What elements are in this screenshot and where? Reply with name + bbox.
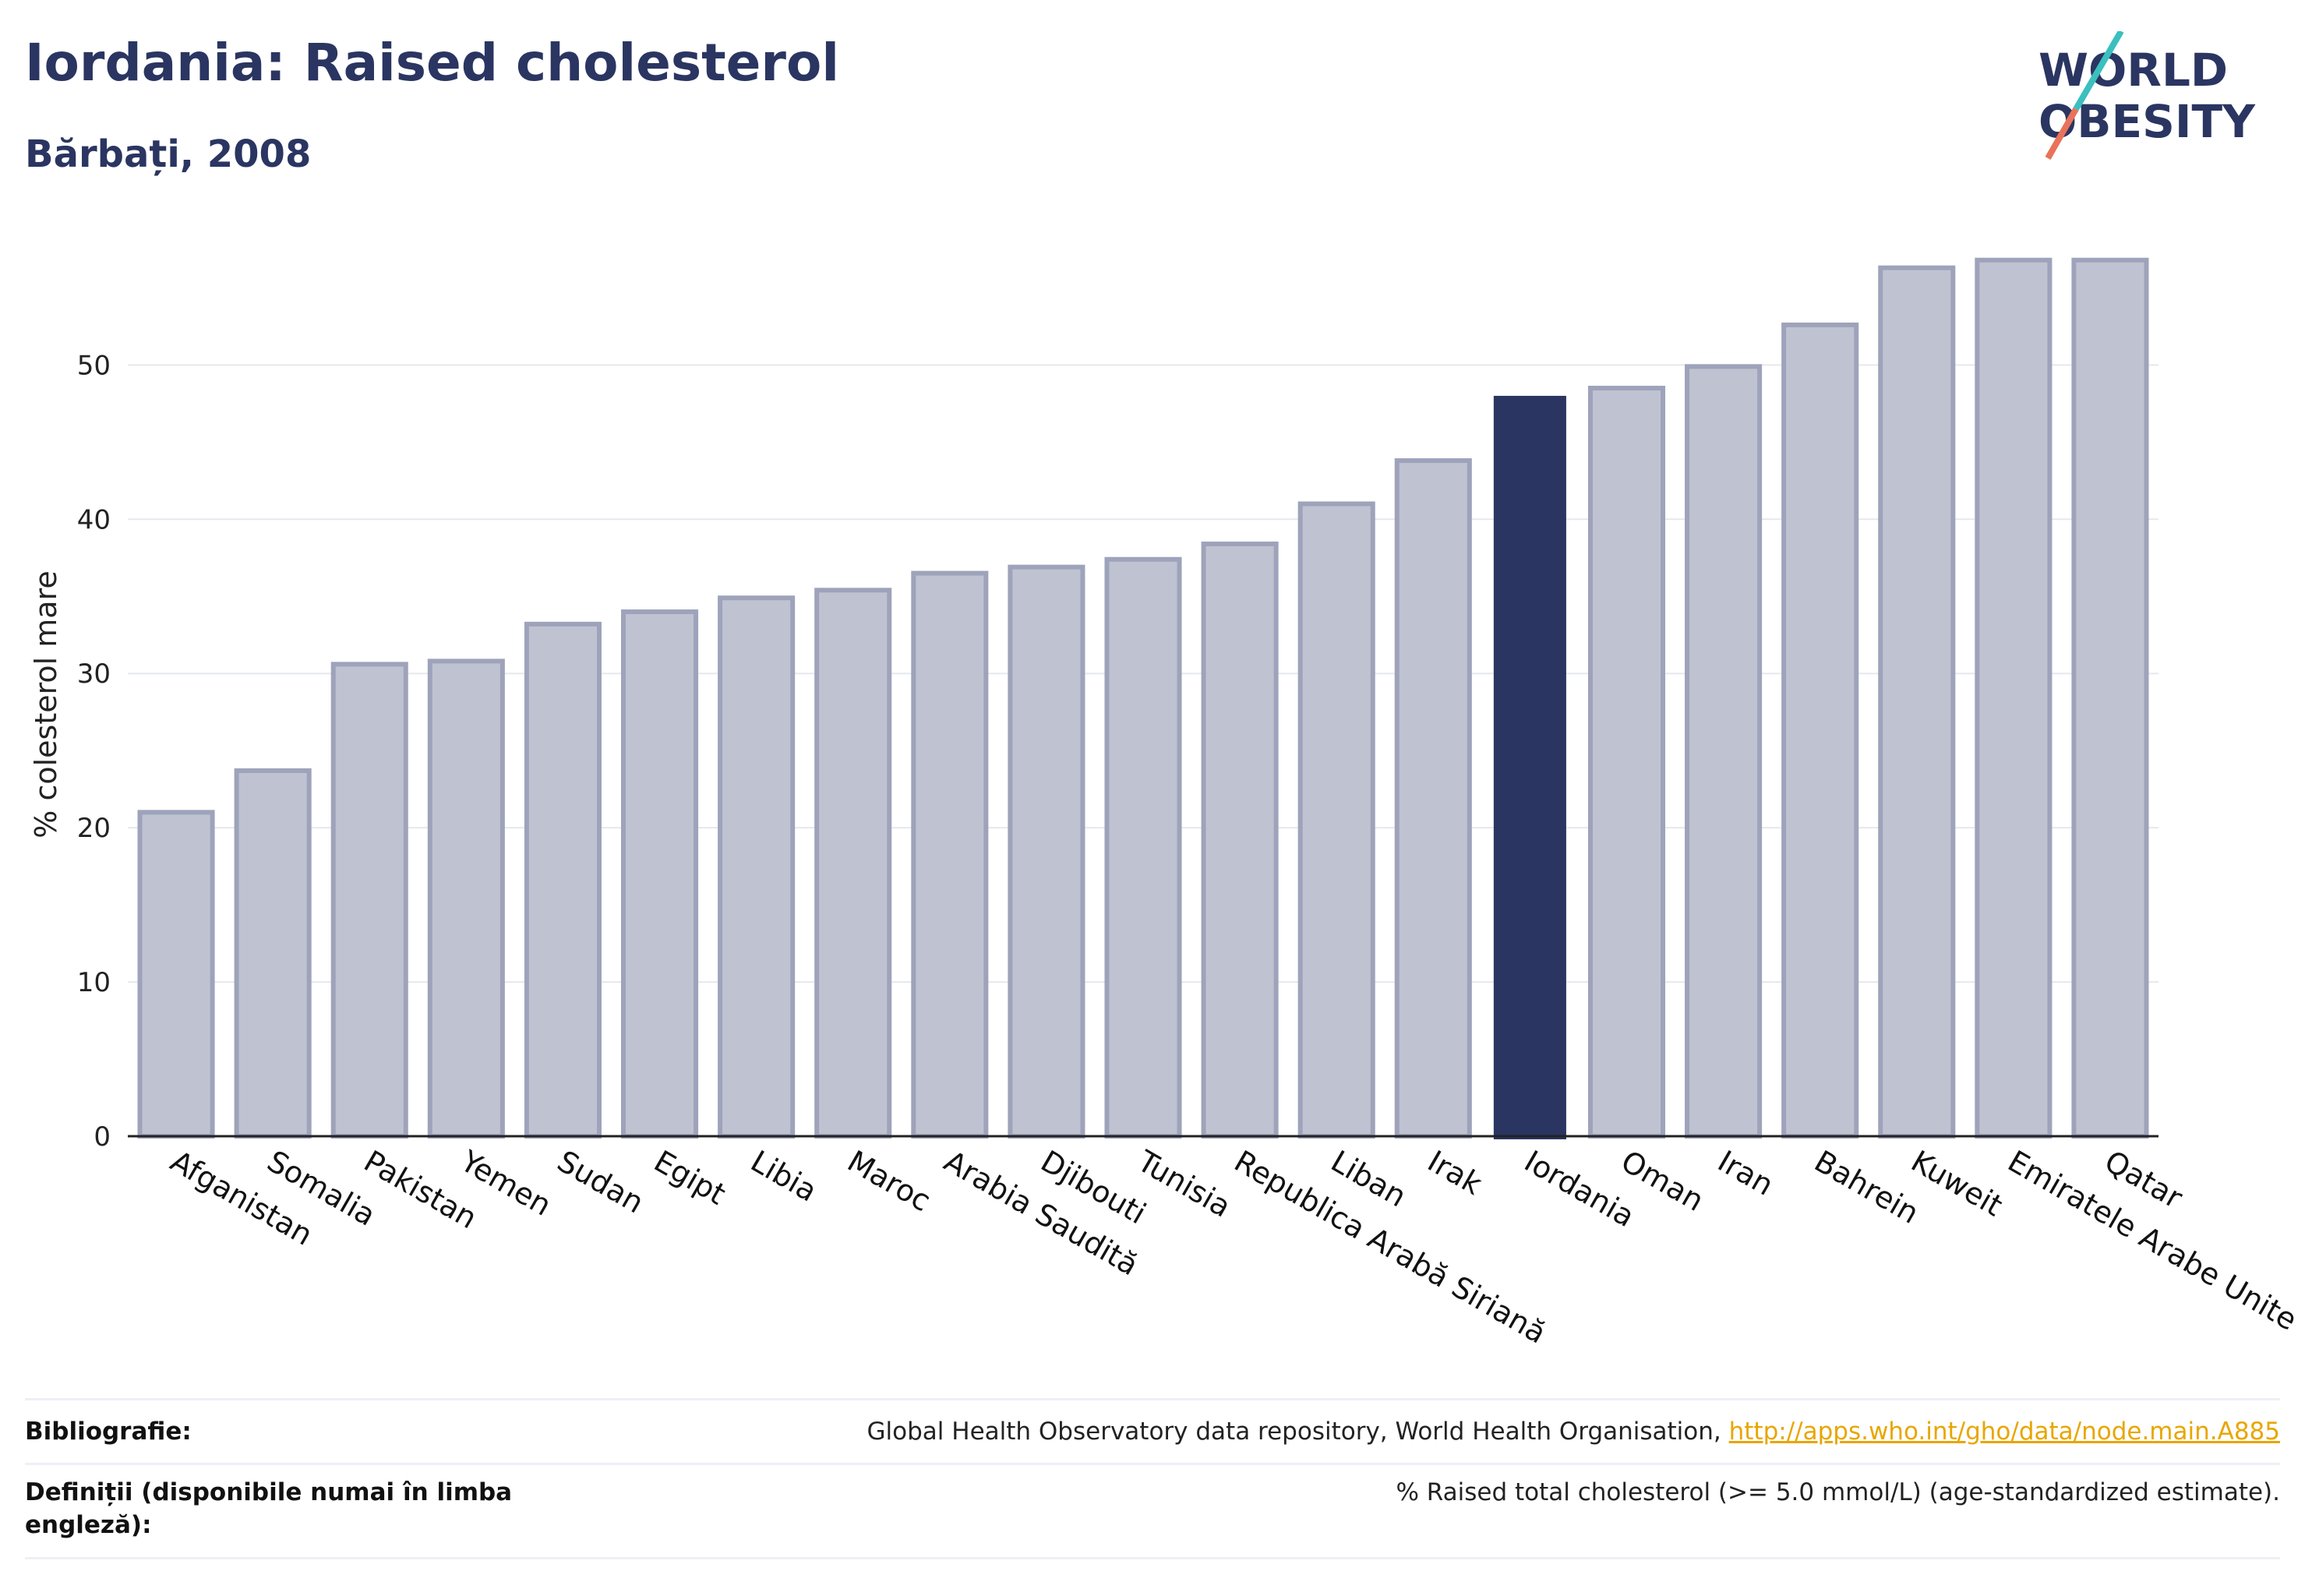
bibliography-label: Bibliografie:: [25, 1418, 192, 1446]
footer-table: Bibliografie: Global Health Observatory …: [25, 1398, 2280, 1559]
footer-row-bibliography: Bibliografie: Global Health Observatory …: [25, 1398, 2280, 1463]
x-tick-label: Maroc: [842, 1144, 937, 1219]
x-tick-label: Bahrein: [1809, 1144, 1925, 1231]
bar-irak: [1394, 458, 1472, 1139]
bar-sudan: [524, 621, 602, 1139]
y-tick-label: 50: [77, 350, 111, 381]
logo-coral-stroke: [2045, 108, 2079, 160]
page-title: Iordania: Raised cholesterol: [25, 33, 839, 93]
x-tick-label: Iran: [1712, 1144, 1779, 1202]
bibliography-value: Global Health Observatory data repositor…: [867, 1415, 2280, 1448]
logo-line1: WORLD: [2038, 44, 2228, 97]
logo-line2: OBESITY: [2038, 95, 2256, 148]
x-tick-label: Kuweit: [1905, 1144, 2008, 1223]
x-tick-label: Sudan: [552, 1144, 650, 1220]
y-tick-label: 10: [77, 967, 111, 998]
bar-yemen: [427, 659, 505, 1139]
bar-egipt: [620, 609, 699, 1139]
bar-maroc: [814, 588, 892, 1139]
bar-bahrein: [1781, 322, 1859, 1139]
y-tick-label: 40: [77, 504, 111, 535]
bar-republica-arab-sirian-: [1201, 541, 1279, 1139]
bar-arabia-saudit-: [911, 570, 989, 1139]
logo-teal-stroke: [2073, 31, 2124, 111]
y-axis-label: % colesterol mare: [29, 570, 63, 838]
x-tick-label: Libia: [745, 1144, 823, 1209]
x-tick-label: Iordania: [1519, 1144, 1640, 1234]
bar-iran: [1685, 364, 1763, 1139]
bar-djibouti: [1008, 564, 1085, 1139]
y-tick-label: 0: [94, 1121, 111, 1153]
definitions-label: Definiții (disponibile numai în limba en…: [25, 1478, 513, 1539]
world-obesity-logo: WORLD OBESITY: [2038, 31, 2256, 160]
page-subtitle: Bărbați, 2008: [25, 132, 312, 176]
x-tick-label: Irak: [1422, 1144, 1488, 1202]
bar-qatar: [2071, 257, 2149, 1139]
y-tick-label: 20: [77, 813, 111, 844]
footer-row-definitions: Definiții (disponibile numai în limba en…: [25, 1463, 2280, 1559]
bar-iordania: [1493, 395, 1566, 1139]
x-tick-label: Tunisia: [1131, 1143, 1237, 1224]
bar-liban: [1297, 501, 1375, 1139]
x-tick-label: Egipt: [648, 1144, 732, 1212]
bar-somalia: [234, 768, 312, 1139]
bar-kuweit: [1878, 265, 1956, 1139]
bibliography-text: Global Health Observatory data repositor…: [867, 1418, 1729, 1446]
bibliography-link[interactable]: http://apps.who.int/gho/data/node.main.A…: [1728, 1418, 2280, 1446]
y-tick-label: 30: [77, 659, 111, 690]
bar-emiratele-arabe-unite: [1975, 257, 2053, 1139]
definitions-value: % Raised total cholesterol (>= 5.0 mmol/…: [1396, 1478, 2280, 1506]
bar-tunisia: [1104, 556, 1182, 1139]
bar-pakistan: [330, 662, 408, 1139]
bar-oman: [1587, 386, 1666, 1139]
bar-libia: [718, 595, 796, 1139]
bar-afganistan: [137, 810, 215, 1139]
